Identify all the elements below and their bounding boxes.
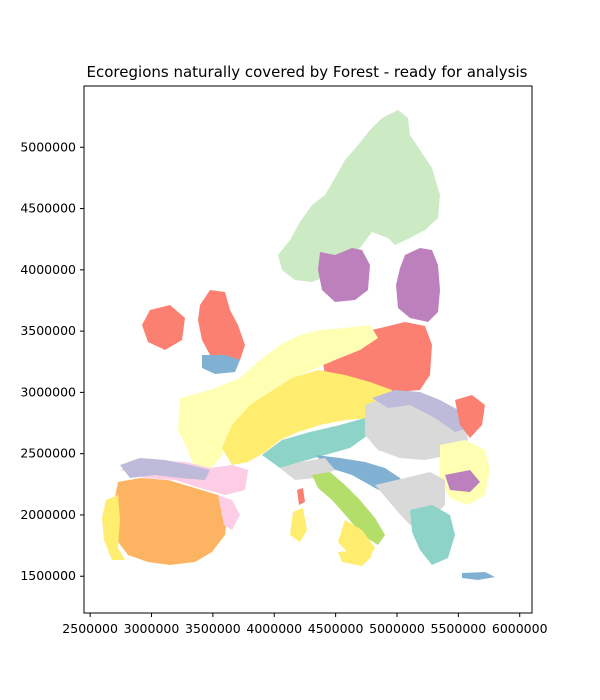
x-tick-label: 4500000	[308, 621, 364, 636]
y-tick-label: 1500000	[20, 568, 76, 583]
region-italy-south	[338, 520, 375, 560]
x-tick-label: 4000000	[246, 621, 302, 636]
chart-title: Ecoregions naturally covered by Forest -…	[87, 63, 528, 81]
region-italy	[312, 472, 385, 545]
region-ireland	[142, 305, 185, 350]
x-tick-label: 5500000	[431, 621, 487, 636]
x-tick-label: 2500000	[62, 621, 118, 636]
y-tick-label: 4500000	[20, 201, 76, 216]
y-tick-label: 5000000	[20, 139, 76, 154]
region-finland	[318, 248, 370, 302]
ecoregion-layer	[102, 110, 495, 580]
region-carpathians	[372, 390, 468, 432]
region-corsica	[297, 488, 305, 505]
y-tick-label: 3500000	[20, 323, 76, 338]
y-tick-label: 2000000	[20, 507, 76, 522]
region-scandinavia	[278, 110, 440, 282]
x-tick-label: 3000000	[124, 621, 180, 636]
region-britain-south	[202, 355, 240, 374]
region-romania-east	[455, 395, 485, 438]
region-iberia	[112, 478, 228, 565]
region-alps	[262, 418, 368, 468]
y-tick-label: 2500000	[20, 446, 76, 461]
y-axis: 1500000 2000000 2500000 3000000 3500000 40000…	[20, 139, 84, 583]
region-sardinia	[290, 508, 307, 542]
y-tick-label: 4000000	[20, 262, 76, 277]
region-iberia-north	[120, 458, 210, 480]
x-tick-label: 6000000	[492, 621, 548, 636]
region-greece	[410, 505, 455, 565]
axes-frame	[83, 85, 533, 614]
region-bulgaria	[445, 470, 480, 492]
x-tick-label: 5000000	[369, 621, 425, 636]
x-tick-label: 3500000	[185, 621, 241, 636]
region-central	[222, 370, 392, 465]
y-tick-label: 3000000	[20, 384, 76, 399]
region-sicily	[338, 550, 372, 566]
x-axis: 2500000 3000000 3500000 4000000 4500000 50000…	[62, 613, 548, 636]
region-atlantic	[178, 325, 378, 470]
region-britain	[198, 290, 245, 362]
region-iberia-west	[102, 495, 125, 560]
region-iberia-east	[218, 495, 240, 530]
region-crete	[462, 572, 495, 580]
region-baltic	[396, 248, 440, 322]
